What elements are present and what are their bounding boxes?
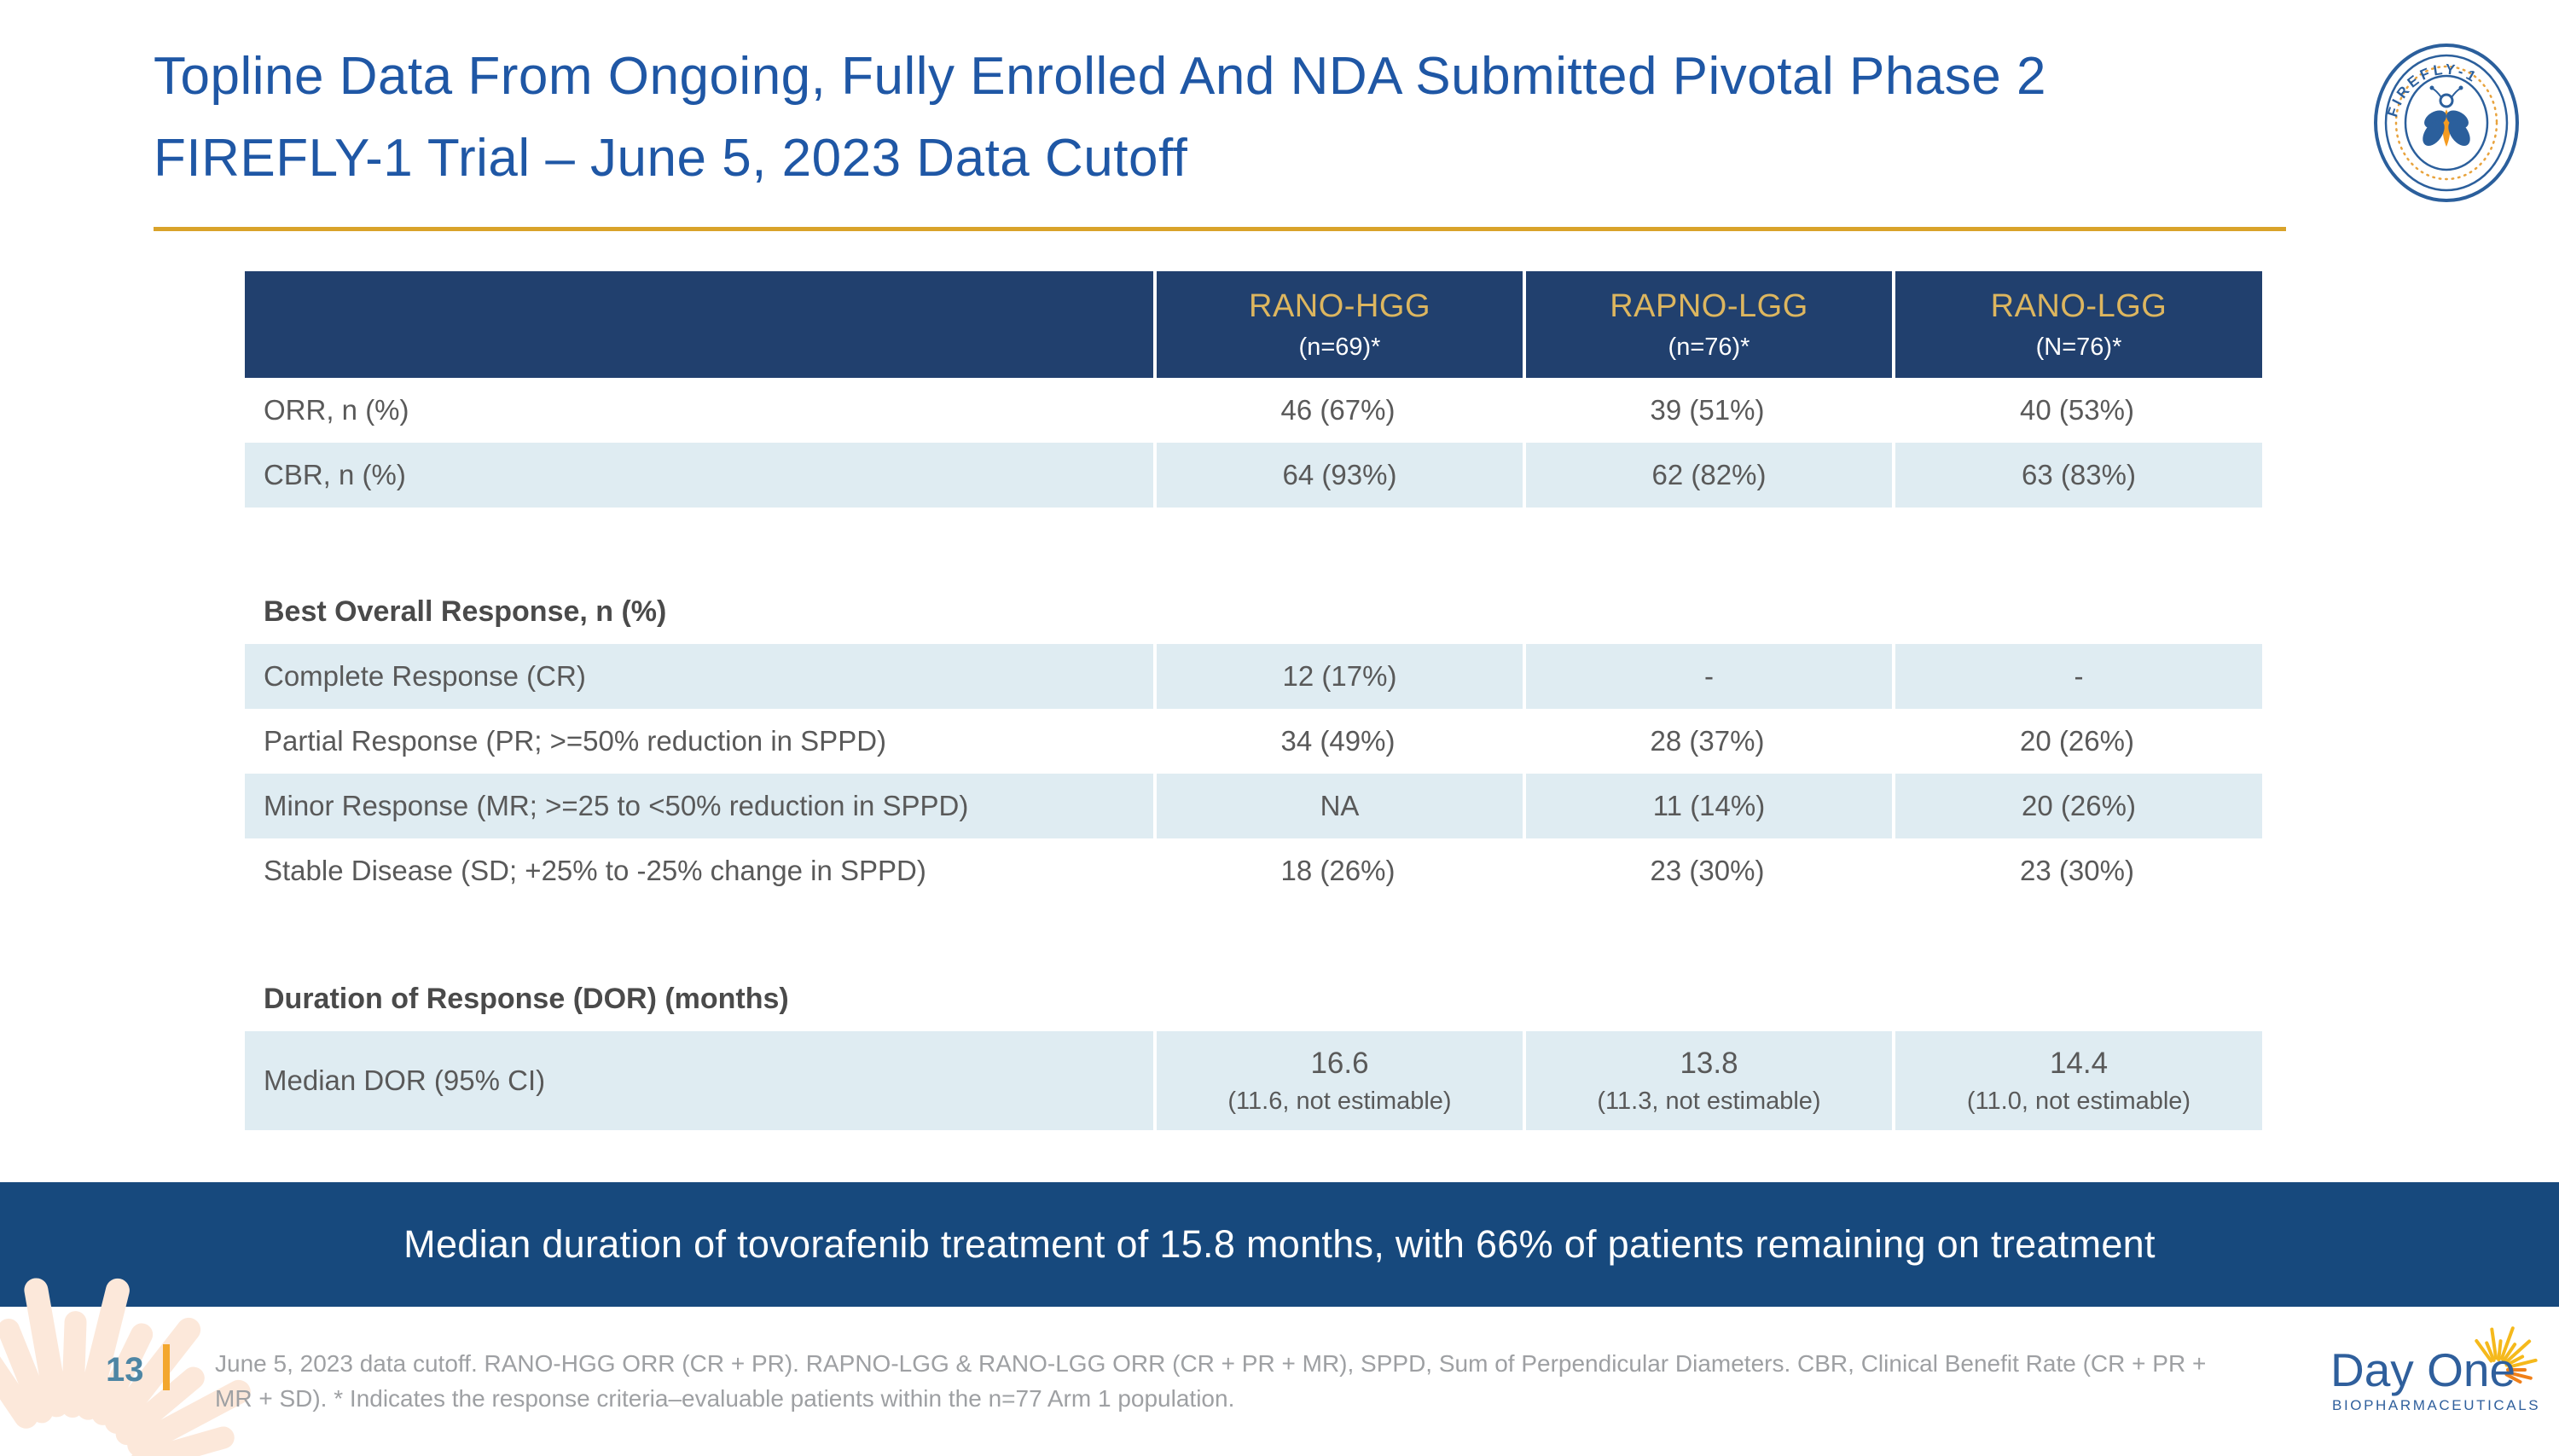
row-label: Complete Response (CR) xyxy=(245,644,1153,709)
title-underline-rule xyxy=(154,227,2286,231)
cell-value: 64 (93%) xyxy=(1153,443,1523,508)
cell-value: 23 (30%) xyxy=(1523,838,1892,903)
section-duration-of-response: Duration of Response (DOR) (months) xyxy=(245,903,2262,1031)
section-header-label: Duration of Response (DOR) (months) xyxy=(245,983,789,1031)
dor-ci: (11.3, not estimable) xyxy=(1597,1088,1820,1116)
cell-value: 23 (30%) xyxy=(1892,838,2262,903)
dayone-subtitle: BIOPHARMACEUTICALS xyxy=(2332,1397,2540,1414)
dor-median: 14.4 xyxy=(2050,1047,2108,1081)
cell-value: 28 (37%) xyxy=(1523,709,1892,774)
slide-title-line2: FIREFLY-1 Trial – June 5, 2023 Data Cuto… xyxy=(154,118,2269,200)
dor-ci: (11.0, not estimable) xyxy=(1967,1088,2191,1116)
footnote-text: June 5, 2023 data cutoff. RANO-HGG ORR (… xyxy=(215,1346,2245,1416)
takeaway-banner: Median duration of tovorafenib treatment… xyxy=(0,1182,2559,1307)
cell-value: 46 (67%) xyxy=(1153,378,1523,443)
cell-value: 40 (53%) xyxy=(1892,378,2262,443)
section-best-overall-response: Best Overall Response, n (%) xyxy=(245,508,2262,644)
cell-value: 18 (26%) xyxy=(1153,838,1523,903)
cell-value-stack: 14.4 (11.0, not estimable) xyxy=(1892,1031,2262,1130)
row-label: ORR, n (%) xyxy=(245,378,1153,443)
column-header-sub: (n=76)* xyxy=(1668,334,1750,362)
slide-title: Topline Data From Ongoing, Fully Enrolle… xyxy=(154,36,2269,200)
page-number: 13 xyxy=(106,1351,144,1389)
cell-value: NA xyxy=(1153,774,1523,838)
cell-value-stack: 16.6 (11.6, not estimable) xyxy=(1153,1031,1523,1130)
column-header-label: RANO-LGG xyxy=(1991,288,2167,325)
table-row-orr: ORR, n (%) 46 (67%) 39 (51%) 40 (53%) xyxy=(245,378,2262,443)
table-header-rano-hgg: RANO-HGG (n=69)* xyxy=(1153,271,1523,378)
table-row-minor-response: Minor Response (MR; >=25 to <50% reducti… xyxy=(245,774,2262,838)
table-row-median-dor: Median DOR (95% CI) 16.6 (11.6, not esti… xyxy=(245,1031,2262,1130)
row-label: Median DOR (95% CI) xyxy=(245,1031,1153,1130)
cell-value: 39 (51%) xyxy=(1523,378,1892,443)
section-header-label: Best Overall Response, n (%) xyxy=(245,595,666,644)
dor-median: 13.8 xyxy=(1680,1047,1738,1081)
column-header-label: RANO-HGG xyxy=(1249,288,1430,325)
dor-ci: (11.6, not estimable) xyxy=(1227,1088,1451,1116)
row-label: CBR, n (%) xyxy=(245,443,1153,508)
table-header-row: RANO-HGG (n=69)* RAPNO-LGG (n=76)* RANO-… xyxy=(245,271,2262,378)
column-header-sub: (N=76)* xyxy=(2036,334,2122,362)
cell-value: 62 (82%) xyxy=(1523,443,1892,508)
firefly-1-logo: FIREFLY-1 xyxy=(2373,43,2520,203)
row-label: Partial Response (PR; >=50% reduction in… xyxy=(245,709,1153,774)
table-row-partial-response: Partial Response (PR; >=50% reduction in… xyxy=(245,709,2262,774)
table-row-stable-disease: Stable Disease (SD; +25% to -25% change … xyxy=(245,838,2262,903)
day-one-logo: Day One BIOPHARMACEUTICALS xyxy=(2330,1327,2535,1421)
takeaway-banner-text: Median duration of tovorafenib treatment… xyxy=(403,1222,2156,1267)
dayone-wordmark: Day One xyxy=(2330,1343,2515,1397)
firefly-badge-icon: FIREFLY-1 xyxy=(2373,43,2520,203)
table-header-rapno-lgg: RAPNO-LGG (n=76)* xyxy=(1523,271,1892,378)
table-row-cbr: CBR, n (%) 64 (93%) 62 (82%) 63 (83%) xyxy=(245,443,2262,508)
cell-value: 11 (14%) xyxy=(1523,774,1892,838)
table-header-rano-lgg: RANO-LGG (N=76)* xyxy=(1892,271,2262,378)
footer-accent-bar xyxy=(163,1344,170,1390)
table-header-empty-cell xyxy=(245,271,1153,378)
dor-median: 16.6 xyxy=(1310,1047,1368,1081)
column-header-sub: (n=69)* xyxy=(1299,334,1381,362)
table-row-complete-response: Complete Response (CR) 12 (17%) - - xyxy=(245,644,2262,709)
column-header-label: RAPNO-LGG xyxy=(1610,288,1808,325)
cell-value: 20 (26%) xyxy=(1892,774,2262,838)
cell-value: - xyxy=(1523,644,1892,709)
cell-value: 20 (26%) xyxy=(1892,709,2262,774)
slide-title-line1: Topline Data From Ongoing, Fully Enrolle… xyxy=(154,36,2269,118)
row-label: Stable Disease (SD; +25% to -25% change … xyxy=(245,838,1153,903)
results-table: RANO-HGG (n=69)* RAPNO-LGG (n=76)* RANO-… xyxy=(245,271,2262,1130)
cell-value-stack: 13.8 (11.3, not estimable) xyxy=(1523,1031,1892,1130)
row-label: Minor Response (MR; >=25 to <50% reducti… xyxy=(245,774,1153,838)
cell-value: 34 (49%) xyxy=(1153,709,1523,774)
cell-value: 12 (17%) xyxy=(1153,644,1523,709)
cell-value: - xyxy=(1892,644,2262,709)
cell-value: 63 (83%) xyxy=(1892,443,2262,508)
